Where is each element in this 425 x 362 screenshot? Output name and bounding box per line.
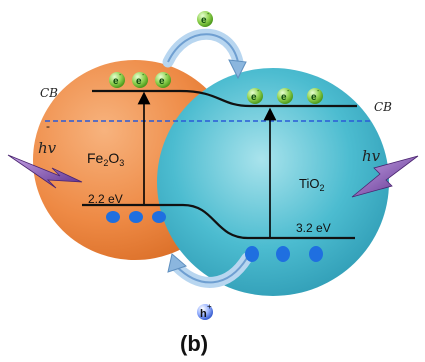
hole-dot [106, 211, 120, 223]
cb-label-left: CB [40, 86, 58, 100]
transfer-arrow-icon [162, 28, 247, 80]
hv-label-right: hv [362, 147, 381, 165]
tio2-label: TiO2 [299, 176, 324, 193]
electron-icon: e - [277, 88, 293, 104]
figure-caption: (b) [180, 331, 208, 356]
hole-dot [309, 246, 323, 262]
svg-text:Fe2O3: Fe2O3 [87, 150, 124, 168]
electron-icon: e - [247, 88, 263, 104]
electron-icon: e - [155, 72, 171, 88]
svg-text:+: + [207, 302, 212, 311]
electron-label: e [113, 76, 119, 87]
svg-text:-: - [119, 72, 122, 79]
hv-label-left: hv [38, 139, 57, 157]
lightning-icon [351, 155, 419, 198]
svg-text:e: e [281, 92, 287, 103]
cb-band-line [92, 89, 357, 108]
hole-dot [152, 211, 166, 223]
svg-text:-: - [207, 11, 210, 18]
lightning-icon [7, 154, 83, 189]
transfer-arrow-icon [167, 252, 253, 288]
svg-text:-: - [317, 88, 320, 95]
svg-text:-: - [287, 88, 290, 95]
svg-text:e: e [159, 76, 165, 87]
svg-text:e: e [311, 92, 317, 103]
svg-text:e: e [136, 76, 142, 87]
hole-dot [245, 246, 259, 262]
electron-icon: e - [197, 11, 213, 27]
svg-text:e: e [251, 92, 257, 103]
electron-icon: e - [109, 72, 125, 88]
hole-label: h [200, 308, 207, 320]
cb-label-right: CB [374, 100, 392, 114]
tio2-bandgap: 3.2 eV [296, 221, 331, 235]
hole-icon: h + [197, 302, 213, 320]
svg-text:-: - [257, 88, 260, 95]
svg-text:-: - [142, 72, 145, 79]
fe2o3-label: Fe2O3 [87, 150, 124, 168]
electron-icon: e - [307, 88, 323, 104]
svg-text:TiO2: TiO2 [299, 176, 324, 193]
hole-dot [129, 211, 143, 223]
hole-dot [276, 246, 290, 262]
vb-band-line [82, 203, 355, 240]
fe2o3-bandgap: 2.2 eV [88, 192, 123, 206]
minus-sign: - [46, 119, 50, 133]
svg-text:-: - [165, 72, 168, 79]
electron-icon: e - [132, 72, 148, 88]
tio2-sphere [157, 68, 389, 296]
svg-text:e: e [201, 15, 207, 26]
